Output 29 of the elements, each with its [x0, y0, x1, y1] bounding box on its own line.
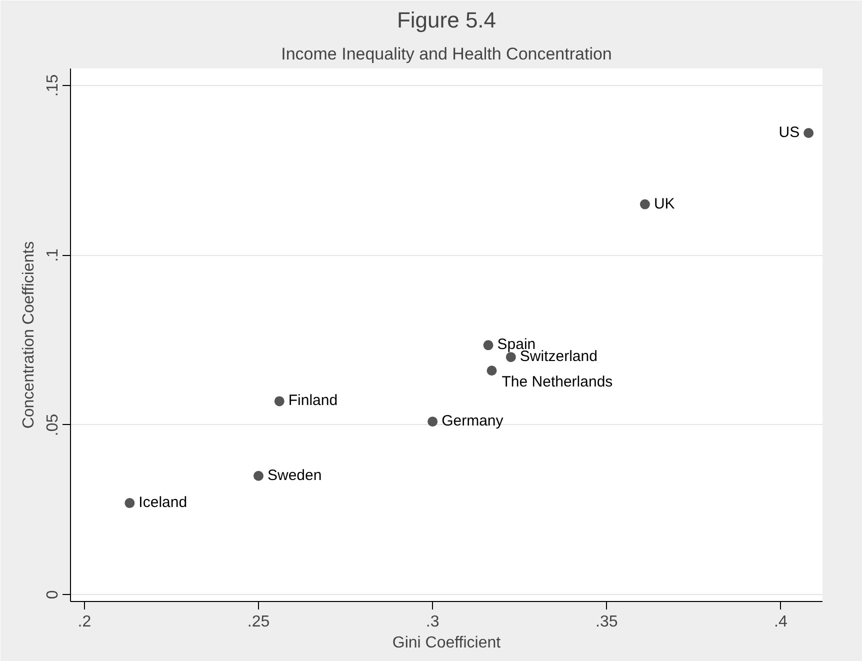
point	[804, 128, 814, 138]
annotation: Iceland	[138, 494, 188, 512]
x-tick-label: .4	[774, 614, 788, 630]
point	[483, 340, 494, 350]
annotation: Sweden	[268, 466, 322, 484]
annotation: UK	[654, 195, 675, 212]
point	[428, 416, 438, 427]
annotation: Finland	[288, 392, 338, 410]
point	[640, 199, 650, 210]
y-tick-label: .15	[44, 74, 62, 97]
x-tick-label: .3	[426, 614, 440, 630]
y-axis-title: Concentration Coefficients	[20, 241, 38, 429]
annotation: US	[778, 124, 800, 142]
annotation: Germany	[442, 412, 504, 430]
y-tick-label: .1	[44, 248, 62, 262]
point	[486, 366, 497, 376]
y-tick-label: .05	[44, 414, 62, 436]
point	[506, 352, 516, 362]
chart-subtitle: Income Inequality and Health Concentration	[281, 44, 612, 64]
point	[254, 470, 264, 481]
x-tick-label: .2	[78, 614, 92, 630]
y-tick-label: 0	[44, 590, 62, 600]
point	[124, 498, 135, 508]
chart-title: Figure 5.4	[396, 8, 496, 32]
annotation: The Netherlands	[502, 374, 613, 391]
x-tick-label: .35	[596, 614, 618, 630]
x-axis-title: Gini Coefficient	[392, 634, 502, 652]
point	[274, 396, 284, 406]
x-tick-label: .25	[247, 614, 270, 630]
